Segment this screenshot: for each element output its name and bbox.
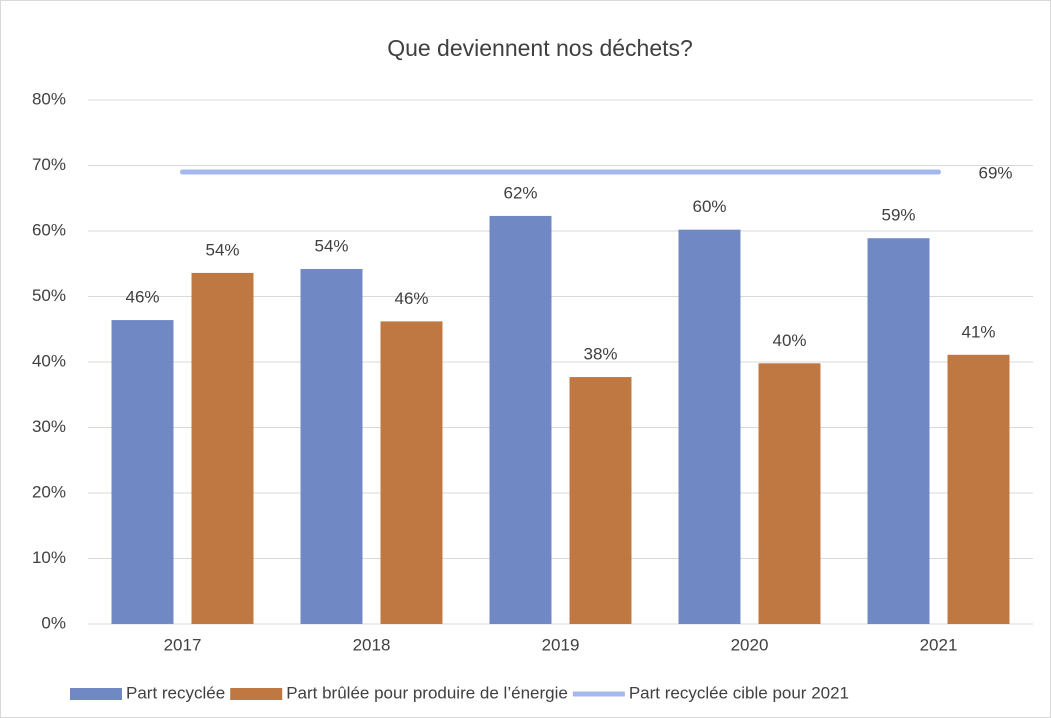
y-tick-label: 10% (32, 548, 66, 567)
data-label: 54% (314, 236, 348, 255)
legend-swatch (230, 688, 283, 700)
y-tick-label: 60% (32, 220, 66, 239)
y-tick-label: 20% (32, 482, 66, 501)
data-label: 62% (503, 183, 537, 202)
bar (569, 377, 632, 624)
data-label: 59% (881, 206, 915, 225)
data-label: 46% (125, 288, 159, 307)
bar (947, 354, 1010, 624)
data-label: 38% (583, 345, 617, 364)
bar (867, 238, 930, 624)
bar (191, 272, 254, 624)
data-label: 60% (692, 197, 726, 216)
y-tick-label: 30% (32, 417, 66, 436)
legend-label: Part recyclée (126, 683, 225, 702)
x-tick-label: 2018 (353, 635, 391, 654)
y-tick-label: 80% (32, 89, 66, 108)
y-tick-label: 50% (32, 286, 66, 305)
x-tick-label: 2021 (920, 635, 958, 654)
bar (111, 320, 174, 624)
y-tick-label: 0% (41, 613, 66, 632)
bar (758, 363, 821, 624)
bar (678, 229, 741, 624)
bar (380, 321, 443, 624)
bar (300, 268, 363, 624)
data-label: 46% (394, 289, 428, 308)
bar (489, 215, 552, 624)
legend-label: Part brûlée pour produire de l’énergie (286, 683, 568, 702)
x-tick-label: 2017 (164, 635, 202, 654)
data-label: 41% (961, 322, 995, 341)
x-tick-label: 2019 (542, 635, 580, 654)
legend-label: Part recyclée cible pour 2021 (629, 683, 849, 702)
data-label: 40% (772, 331, 806, 350)
y-tick-label: 70% (32, 155, 66, 174)
data-label: 54% (205, 240, 239, 259)
x-tick-label: 2020 (731, 635, 769, 654)
data-label: 69% (979, 164, 1013, 183)
legend-swatch (70, 688, 122, 700)
y-tick-label: 40% (32, 351, 66, 370)
chart-title: Que deviennent nos déchets? (387, 35, 693, 61)
